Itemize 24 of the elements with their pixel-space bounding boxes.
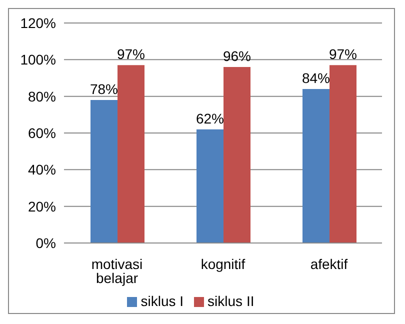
data-label: 62%	[196, 110, 224, 126]
bar	[196, 129, 224, 243]
x-tick-label: kognitif	[200, 256, 246, 272]
bar	[302, 89, 330, 243]
bar	[118, 65, 144, 243]
y-tick-label: 40%	[28, 162, 56, 178]
y-tick-label: 120%	[20, 14, 56, 31]
bar	[330, 65, 356, 243]
y-tick-label: 100%	[20, 52, 56, 68]
x-tick-label: motivasi belajar	[91, 256, 143, 286]
bar	[224, 67, 250, 243]
legend-label: siklus II	[208, 293, 254, 309]
y-tick-label: 60%	[28, 124, 56, 141]
data-label: 96%	[222, 48, 252, 64]
data-label: 97%	[116, 46, 146, 62]
data-label: 84%	[302, 70, 330, 86]
legend-label: siklus I	[140, 293, 184, 309]
y-tick-label: 20%	[28, 198, 56, 214]
bar	[90, 100, 118, 243]
data-label: 97%	[328, 46, 358, 62]
y-tick-label: 80%	[28, 88, 56, 104]
x-tick-label: afektif	[310, 256, 348, 272]
data-label: 78%	[90, 81, 118, 97]
y-tick-label: 0%	[36, 234, 56, 251]
